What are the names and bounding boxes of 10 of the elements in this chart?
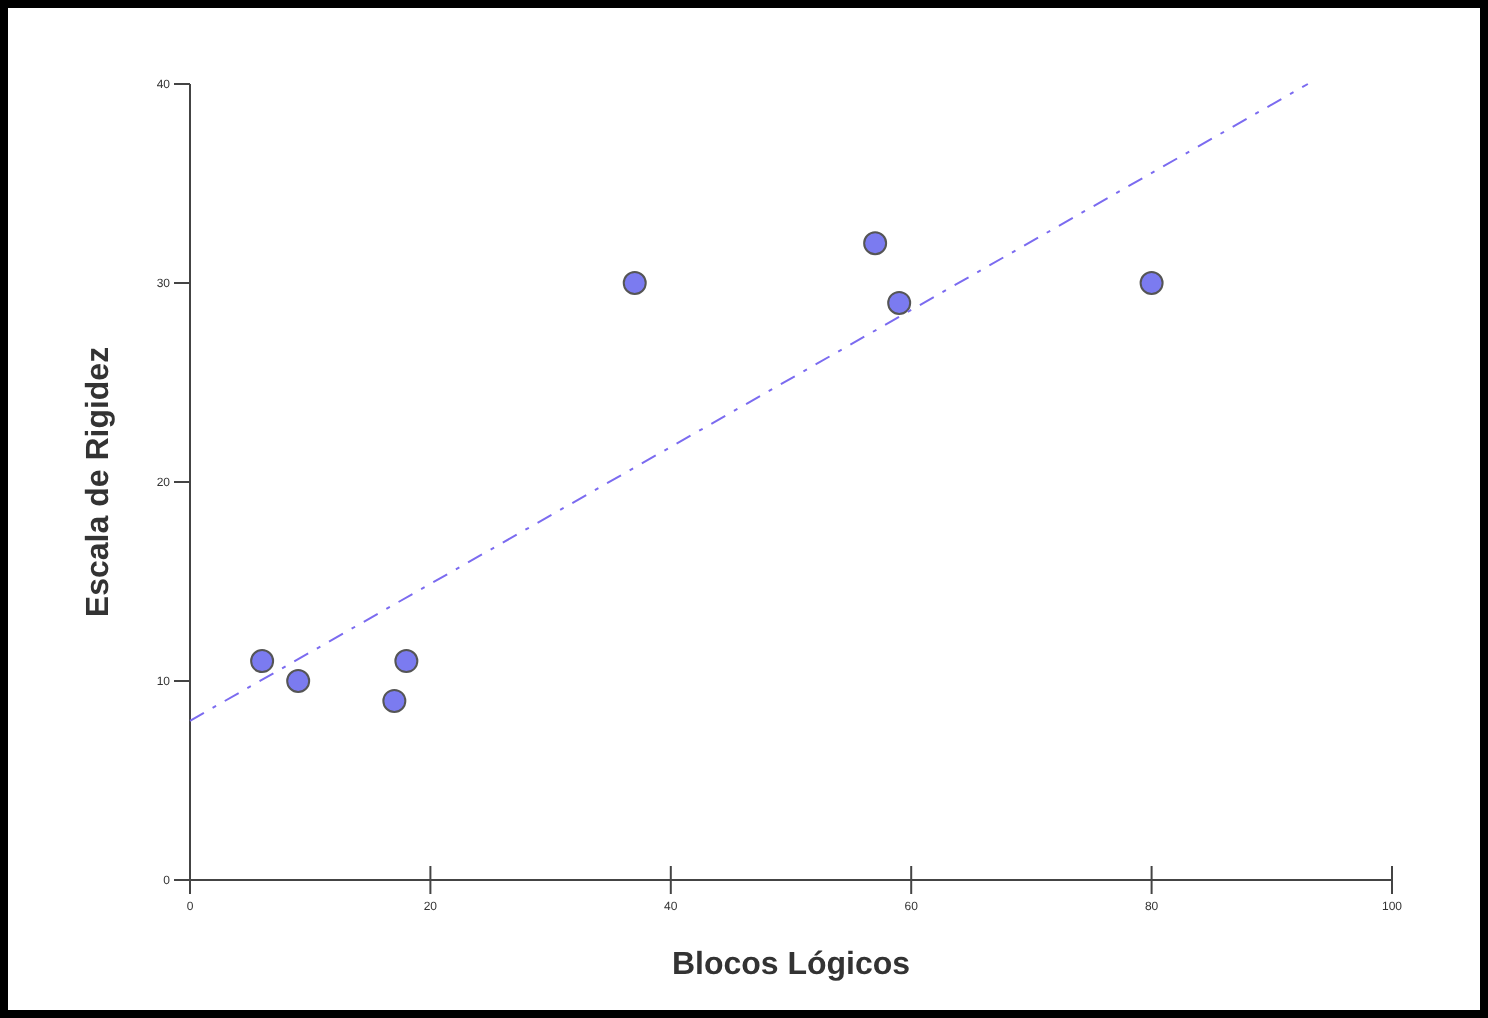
point	[286, 669, 311, 693]
point	[887, 290, 912, 315]
x-axis-title: Blocos Lógicos	[671, 948, 911, 982]
point	[250, 649, 275, 674]
point	[382, 688, 407, 713]
y-axis-title: Escala de Rigidez	[82, 346, 116, 618]
point	[394, 649, 419, 674]
point	[863, 231, 888, 256]
point	[1139, 271, 1164, 295]
point	[622, 271, 647, 295]
